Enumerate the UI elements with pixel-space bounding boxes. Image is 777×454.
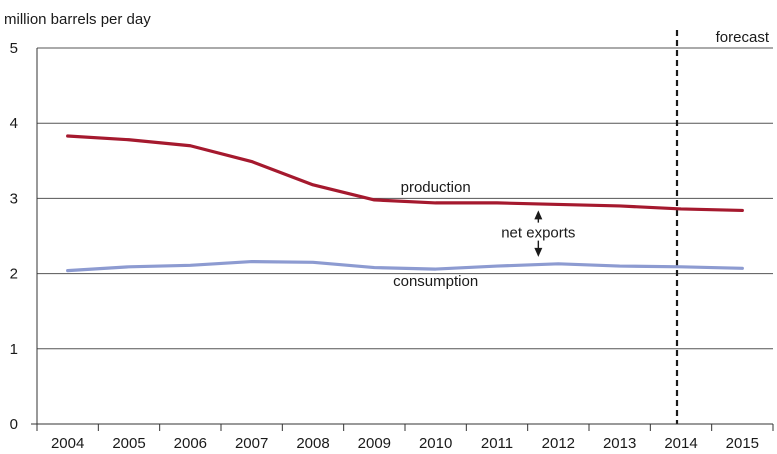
gridlines <box>37 47 773 350</box>
y-tick-label-0: 0 <box>10 416 18 433</box>
y-tick-label-4: 4 <box>10 115 18 132</box>
x-tick-label-2011: 2011 <box>481 435 513 452</box>
x-tick-label-2007: 2007 <box>235 435 268 452</box>
y-tick-label-5: 5 <box>10 40 18 57</box>
x-tick-label-2004: 2004 <box>51 435 84 452</box>
annotations: production consumption net exports <box>393 179 585 290</box>
net-exports-arrow-down-head <box>534 247 543 257</box>
forecast-label: forecast <box>716 29 770 46</box>
forecast-region: forecast <box>675 29 770 424</box>
x-tick-label-2010: 2010 <box>419 435 452 452</box>
net-exports-label: net exports <box>501 225 575 242</box>
y-tick-label-1: 1 <box>10 341 18 358</box>
x-tick-label-2012: 2012 <box>542 435 575 452</box>
axes: 0 1 2 3 4 5 2004 2005 2006 2007 2008 2009 2010 2011 20… <box>10 40 774 452</box>
series-line-production <box>66 134 744 213</box>
x-tick-label-2014: 2014 <box>664 435 697 452</box>
series-label-consumption: consumption <box>393 273 478 290</box>
y-tick-label-2: 2 <box>10 266 18 283</box>
x-tick-label-2013: 2013 <box>603 435 636 452</box>
x-tick-label-2015: 2015 <box>726 435 759 452</box>
series-lines <box>66 134 744 273</box>
y-tick-label-3: 3 <box>10 190 18 207</box>
series-label-production: production <box>401 179 471 196</box>
x-tick-label-2005: 2005 <box>112 435 145 452</box>
series-line-consumption <box>66 259 744 273</box>
y-axis-title: million barrels per day <box>4 11 151 28</box>
x-tick-label-2006: 2006 <box>174 435 207 452</box>
net-exports-label-bg <box>492 222 585 241</box>
x-tick-label-2009: 2009 <box>358 435 391 452</box>
net-exports-arrow-up-head <box>534 210 543 220</box>
x-tick-label-2008: 2008 <box>296 435 329 452</box>
